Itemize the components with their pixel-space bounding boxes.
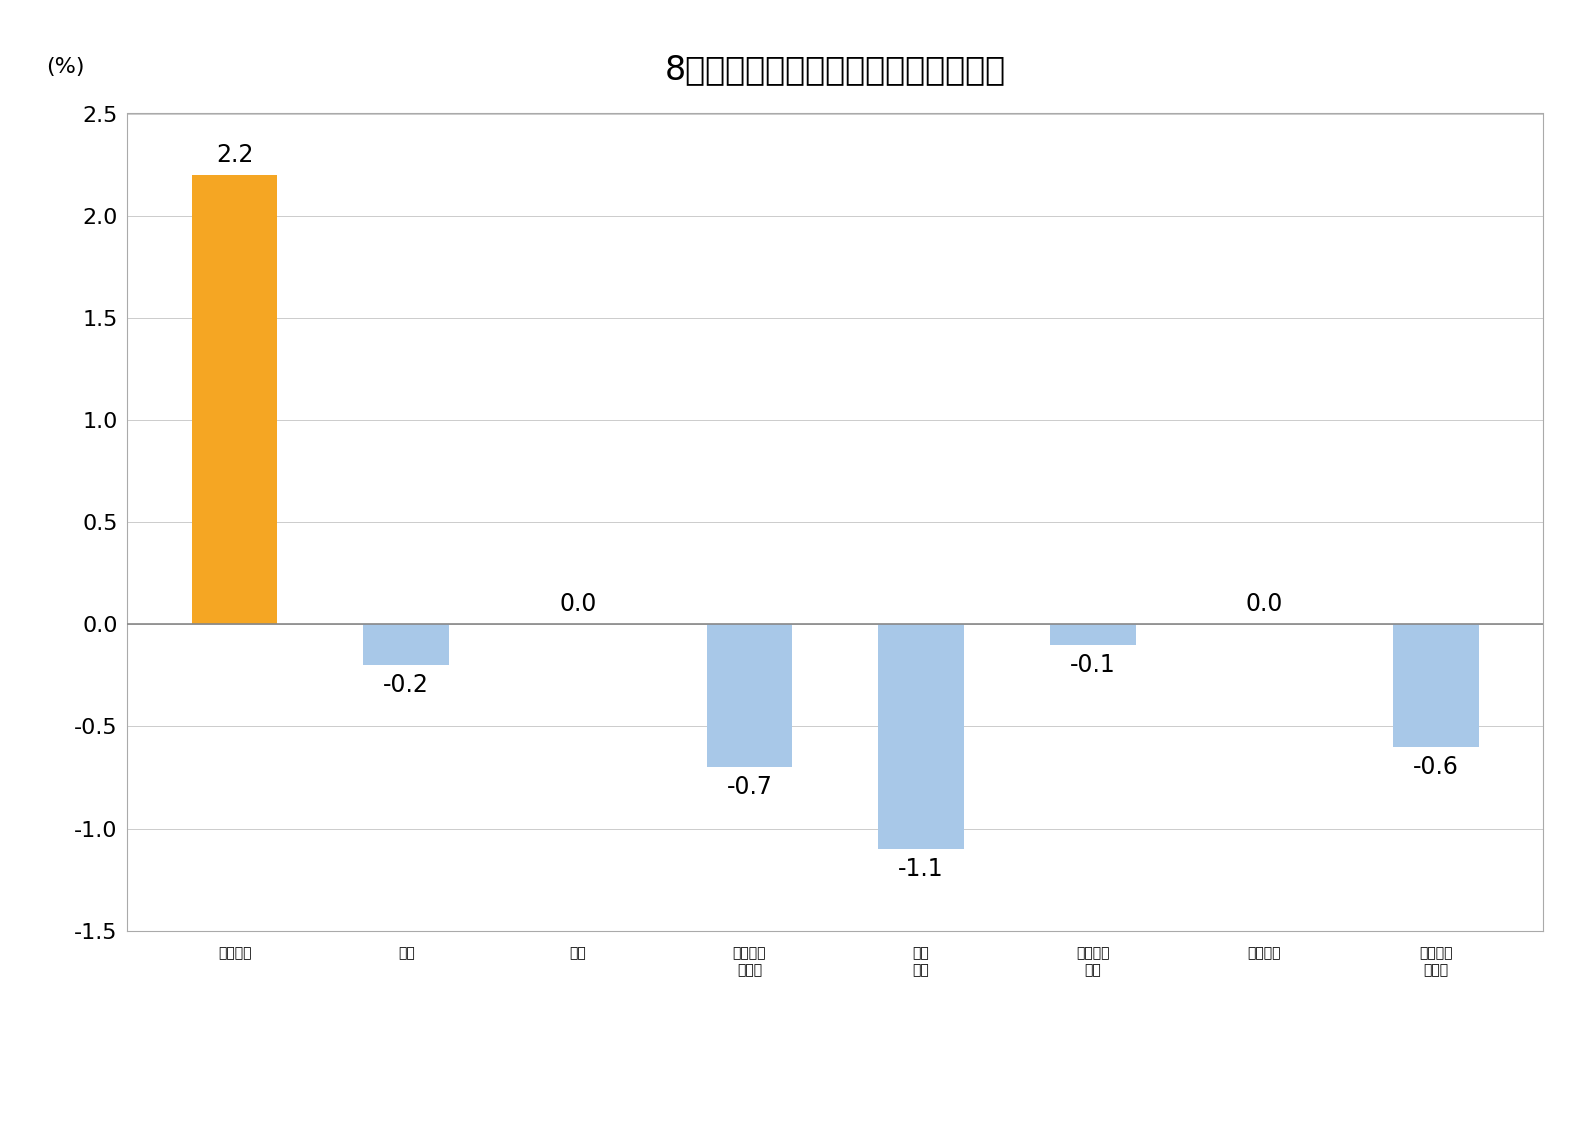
Text: (%): (%) <box>46 57 84 77</box>
Text: 0.0: 0.0 <box>1246 592 1282 616</box>
Bar <box>706 624 792 767</box>
Bar <box>1394 624 1480 747</box>
Bar <box>1050 624 1136 645</box>
Bar <box>191 175 277 624</box>
Text: -0.7: -0.7 <box>727 775 772 799</box>
Bar <box>363 624 449 665</box>
Text: -1.1: -1.1 <box>899 857 943 881</box>
Text: -0.2: -0.2 <box>383 673 430 697</box>
Text: 2.2: 2.2 <box>216 143 253 167</box>
Text: -0.1: -0.1 <box>1069 653 1115 676</box>
Text: 0.0: 0.0 <box>558 592 597 616</box>
Bar <box>878 624 964 849</box>
Title: 8月份居民消费价格分类别环比涨跌幅: 8月份居民消费价格分类别环比涨跌幅 <box>665 53 1006 86</box>
Text: -0.6: -0.6 <box>1413 755 1459 779</box>
